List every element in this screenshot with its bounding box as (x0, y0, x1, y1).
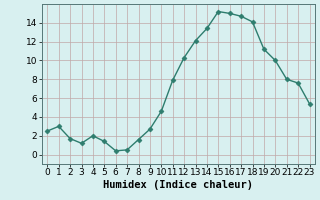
X-axis label: Humidex (Indice chaleur): Humidex (Indice chaleur) (103, 180, 253, 190)
